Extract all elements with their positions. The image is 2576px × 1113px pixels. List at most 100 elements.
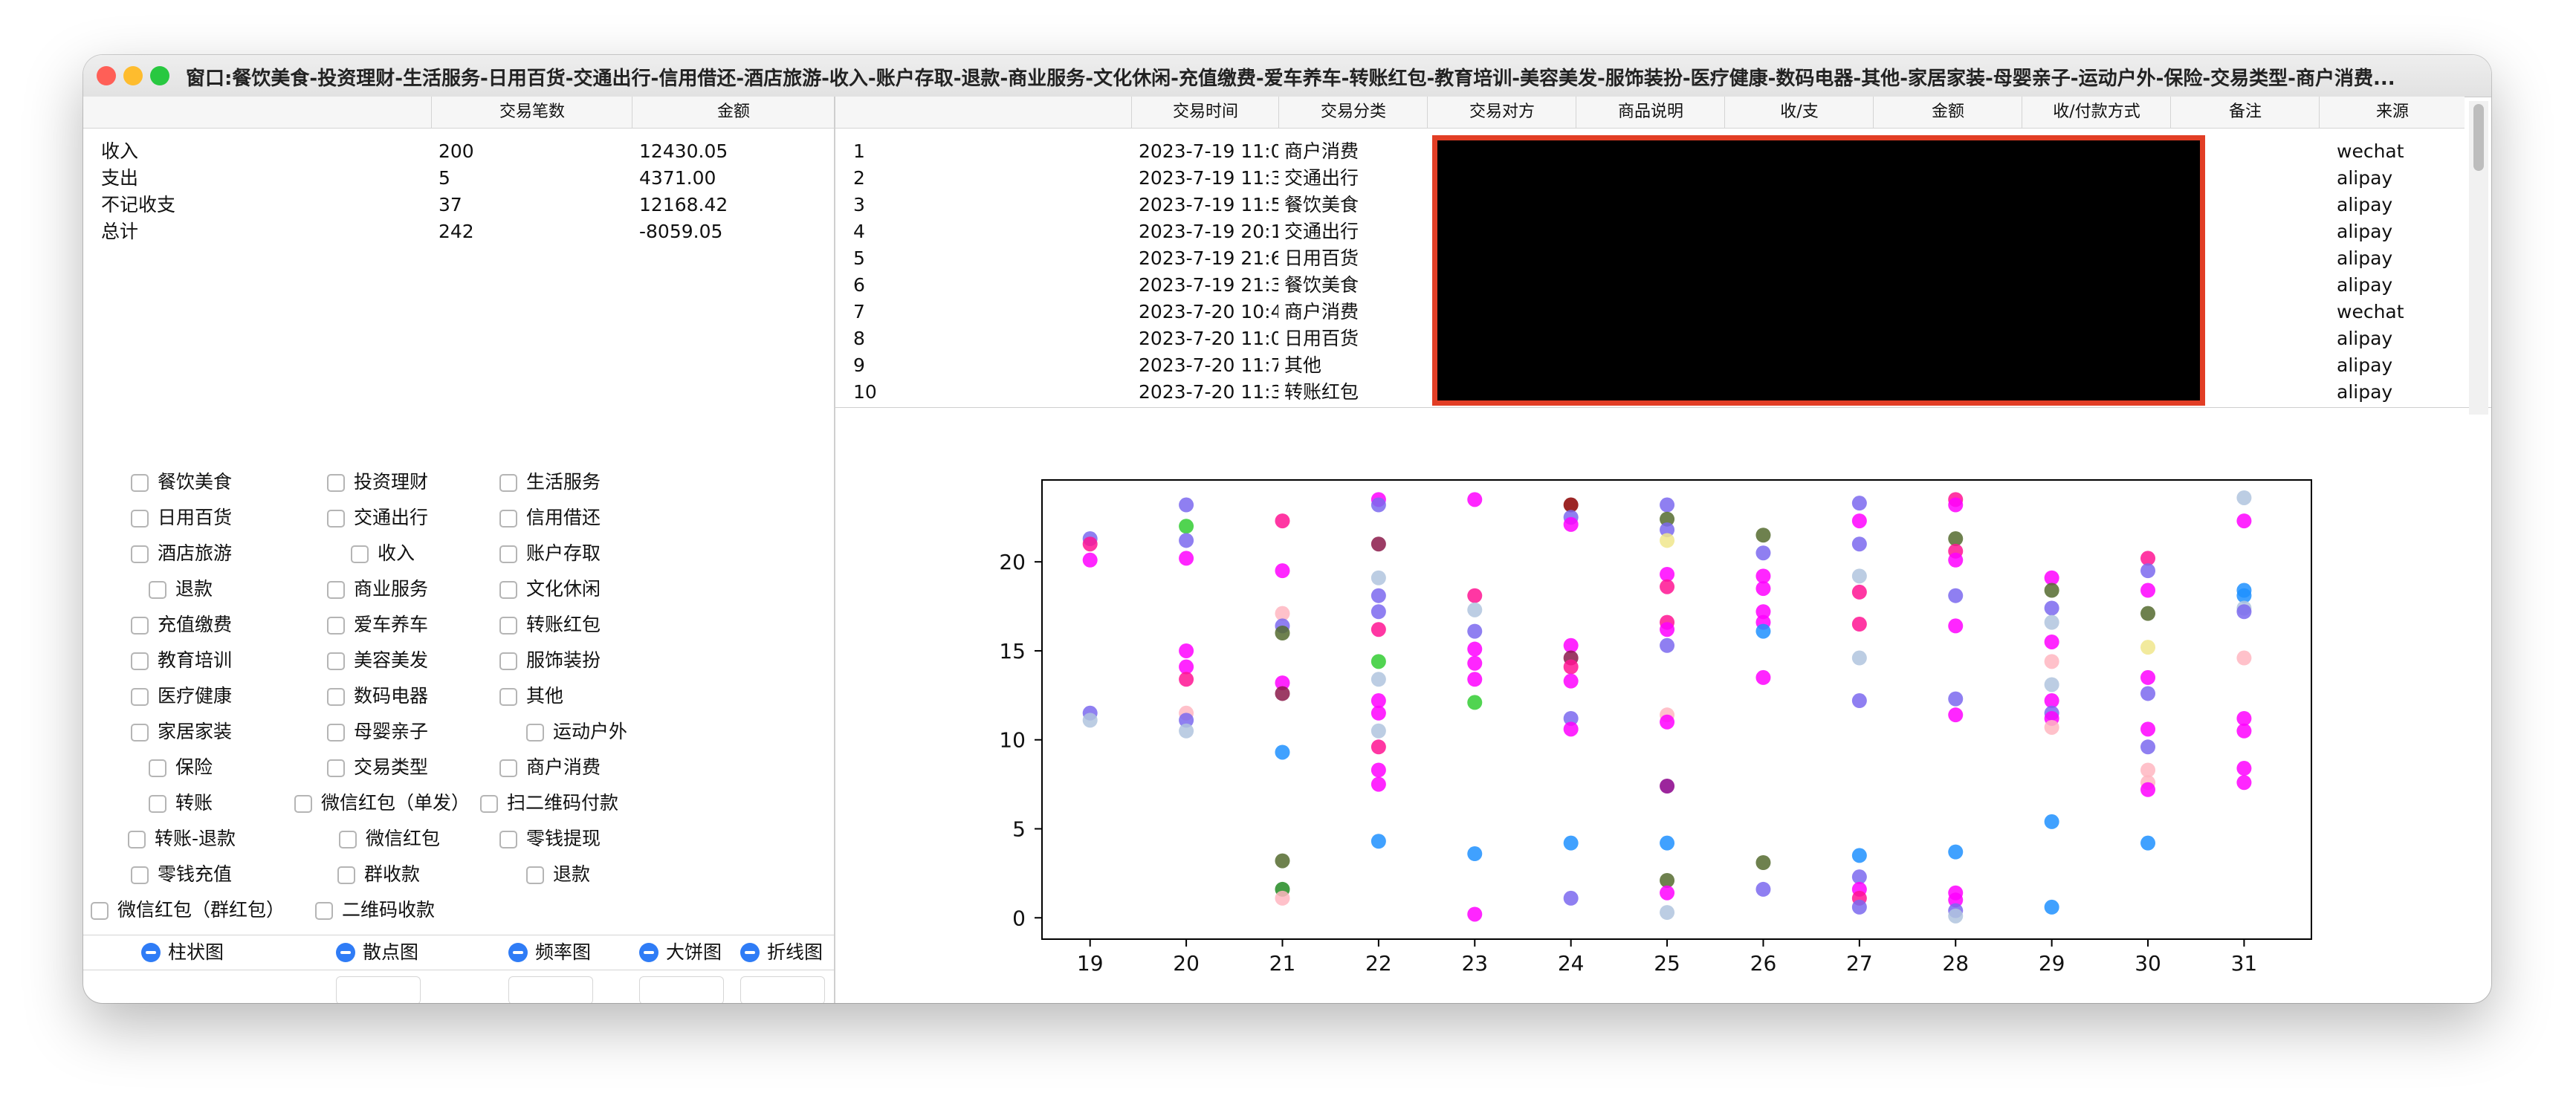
checkbox-icon (131, 866, 149, 884)
summary-header-amount[interactable]: 金额 (632, 97, 835, 128)
data-point (1563, 835, 1579, 851)
filter-checkbox[interactable]: 家居家装 (131, 719, 232, 744)
data-point (1660, 779, 1675, 794)
filter-checkbox[interactable]: 医疗健康 (131, 684, 232, 709)
chart-type-line-option[interactable]: 折线图 (740, 940, 823, 965)
tx-header-category[interactable]: 交易分类 (1278, 97, 1428, 128)
filter-checkbox[interactable]: 微信红包（群红包） (91, 898, 285, 923)
filter-checkbox[interactable]: 运动户外 (526, 719, 627, 744)
transaction-row[interactable]: 5 2023-7-19 21:6 日用百货 alipay (835, 245, 2465, 272)
filter-checkbox[interactable]: 交易类型 (327, 755, 428, 780)
filter-checkbox[interactable]: 二维码收款 (315, 898, 435, 923)
filter-label: 医疗健康 (158, 685, 233, 707)
transaction-row[interactable]: 10 2023-7-20 11:3 转账红包 alipay (835, 379, 2465, 406)
data-point (1948, 908, 1964, 924)
filter-checkbox[interactable]: 美容美发 (327, 648, 428, 673)
filter-checkbox[interactable]: 零钱充值 (131, 862, 232, 887)
filter-checkbox[interactable]: 保险 (149, 755, 213, 780)
filter-checkbox[interactable]: 群收款 (337, 862, 420, 887)
filter-checkbox[interactable]: 转账 (149, 791, 213, 816)
summary-row[interactable]: 收入 200 12430.05 (83, 138, 834, 165)
data-point (1275, 606, 1290, 621)
transaction-row[interactable]: 6 2023-7-19 21:3 餐饮美食 alipay (835, 272, 2465, 299)
transaction-row[interactable]: 7 2023-7-20 10:4 商户消费 wechat (835, 299, 2465, 325)
filter-checkbox[interactable]: 教育培训 (131, 648, 232, 673)
data-point (2044, 677, 2059, 692)
tx-header-direction[interactable]: 收/支 (1724, 97, 1874, 128)
chart-param-field-2[interactable] (508, 976, 593, 1003)
transaction-row[interactable]: 9 2023-7-20 11:7 其他 alipay (835, 352, 2465, 379)
filter-checkbox[interactable]: 生活服务 (499, 470, 601, 495)
summary-row[interactable]: 总计 242 -8059.05 (83, 218, 834, 245)
data-point (2140, 782, 2156, 797)
filter-checkbox[interactable]: 扫二维码付款 (480, 791, 618, 816)
tx-header-counterparty[interactable]: 交易对方 (1427, 97, 1576, 128)
chart-type-scatter-option[interactable]: 散点图 (336, 940, 418, 965)
data-point (1563, 710, 1579, 726)
filter-checkbox[interactable]: 商业服务 (327, 577, 428, 602)
filter-checkbox[interactable]: 微信红包 (339, 826, 440, 851)
summary-row[interactable]: 不记收支 37 12168.42 (83, 192, 834, 218)
filter-checkbox[interactable]: 转账红包 (499, 612, 601, 637)
data-point (1467, 846, 1483, 862)
table-scrollbar-thumb[interactable] (2473, 104, 2484, 171)
tx-header-description[interactable]: 商品说明 (1576, 97, 1725, 128)
filter-checkbox[interactable]: 商户消费 (499, 755, 601, 780)
data-point (1851, 617, 1867, 632)
tx-header-amount[interactable]: 金额 (1873, 97, 2022, 128)
tx-header-index[interactable] (835, 97, 1131, 128)
filter-checkbox[interactable]: 文化休闲 (499, 577, 601, 602)
filter-checkbox[interactable]: 退款 (149, 577, 213, 602)
minimize-window-button[interactable] (123, 66, 143, 85)
chart-type-frequency-option[interactable]: 频率图 (508, 940, 591, 965)
right-panel: 交易时间 交易分类 交易对方 商品说明 收/支 金额 收/付款方式 备注 来源 1 2023-7-… (83, 55, 2491, 1003)
transaction-row[interactable]: 4 2023-7-19 20:1 交通出行 alipay (835, 218, 2465, 245)
filter-checkbox[interactable]: 收入 (351, 541, 415, 566)
data-point (1851, 650, 1867, 666)
filter-checkbox[interactable]: 投资理财 (327, 470, 428, 495)
chart-param-field-1[interactable] (336, 976, 421, 1003)
filter-checkbox[interactable]: 其他 (499, 684, 563, 709)
scatter-chart: 19 20 21 22 23 24 25 26 27 28 29 30 31 0 5 10 15 20 (999, 479, 2312, 976)
filter-checkbox[interactable]: 零钱提现 (499, 826, 601, 851)
tx-header-source[interactable]: 来源 (2319, 97, 2465, 128)
filter-checkbox[interactable]: 转账-退款 (128, 826, 236, 851)
filter-checkbox[interactable]: 充值缴费 (131, 612, 232, 637)
filter-checkbox[interactable]: 爱车养车 (327, 612, 428, 637)
tx-header-time[interactable]: 交易时间 (1131, 97, 1279, 128)
filter-checkbox[interactable]: 服饰装扮 (499, 648, 601, 673)
tx-index: 6 (853, 274, 865, 296)
transaction-row[interactable]: 8 2023-7-20 11:0 日用百货 alipay (835, 325, 2465, 352)
filter-checkbox[interactable]: 数码电器 (327, 684, 428, 709)
tx-header-note[interactable]: 备注 (2170, 97, 2320, 128)
summary-row[interactable]: 支出 5 4371.00 (83, 165, 834, 192)
filter-checkbox[interactable]: 账户存取 (499, 541, 601, 566)
chart-param-field-4[interactable] (740, 976, 825, 1003)
transaction-row[interactable]: 2 2023-7-19 11:3 交通出行 alipay (835, 165, 2465, 192)
chart-type-pie-option[interactable]: 大饼图 (639, 940, 722, 965)
zoom-window-button[interactable] (150, 66, 169, 85)
summary-header-count[interactable]: 交易笔数 (431, 97, 632, 128)
close-window-button[interactable] (97, 66, 116, 85)
transaction-row[interactable]: 3 2023-7-19 11:5 餐饮美食 alipay (835, 192, 2465, 218)
tx-category: 商户消费 (1284, 301, 1359, 322)
x-tick-label: 23 (1461, 951, 1488, 976)
tx-time: 2023-7-20 11:0 (1139, 328, 1278, 349)
tx-time: 2023-7-19 20:1 (1139, 221, 1278, 242)
tx-header-method[interactable]: 收/付款方式 (2022, 97, 2171, 128)
panel-divider[interactable] (834, 97, 835, 1003)
filter-checkbox[interactable]: 酒店旅游 (131, 541, 232, 566)
filter-checkbox[interactable]: 母婴亲子 (327, 719, 428, 744)
filter-checkbox[interactable]: 日用百货 (131, 505, 232, 530)
tx-source: alipay (2337, 381, 2393, 403)
filter-checkbox[interactable]: 交通出行 (327, 505, 428, 530)
chart-param-field-3[interactable] (639, 976, 724, 1003)
filter-checkbox[interactable]: 退款 (526, 862, 590, 887)
filter-checkbox[interactable]: 信用借还 (499, 505, 601, 530)
filter-checkbox[interactable]: 餐饮美食 (131, 470, 232, 495)
filter-checkbox[interactable]: 微信红包（单发） (294, 791, 470, 816)
transaction-row[interactable]: 1 2023-7-19 11:0 商户消费 wechat (835, 138, 2465, 165)
x-tick-label: 20 (1173, 951, 1200, 976)
chart-type-bar-option[interactable]: 柱状图 (141, 940, 224, 965)
checkbox-icon (327, 474, 345, 492)
